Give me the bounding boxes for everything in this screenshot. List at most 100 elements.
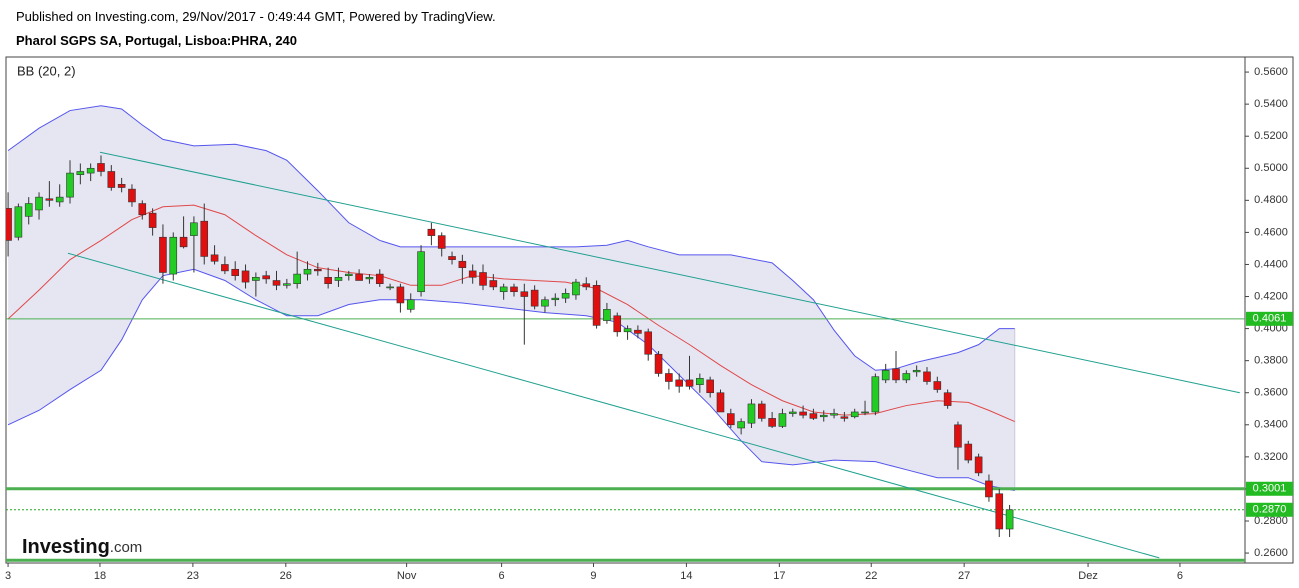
trendline (99, 151, 1240, 394)
price-label-box (1246, 502, 1293, 517)
candle-body (35, 196, 43, 211)
x-tick-label: 26 (280, 570, 292, 582)
candle-body (375, 273, 384, 285)
logo: Investing.com (22, 536, 142, 558)
logo-brand: Investing (22, 536, 110, 558)
candle-body (489, 280, 498, 288)
candle-body (355, 273, 363, 281)
candle-body (6, 208, 12, 241)
candle-body (665, 373, 673, 382)
candle-body (572, 281, 580, 296)
symbol-title: Pharol SGPS SA, Portugal, Lisboa:PHRA, 2… (16, 33, 298, 48)
candle-body (778, 413, 787, 427)
price-label: 0.2870 (1253, 504, 1287, 516)
candle-body (86, 167, 95, 174)
logo-suffix: .com (110, 539, 143, 556)
x-tick-label: 14 (680, 570, 692, 582)
candle-body (530, 289, 539, 307)
candle-body (520, 291, 529, 297)
candle-body (499, 286, 508, 293)
price-label: 0.3001 (1253, 483, 1287, 495)
candle-body (727, 413, 735, 426)
candle-body (24, 203, 33, 217)
y-tick-label: 0.2600 (1254, 547, 1288, 559)
x-tick-label: 6 (1177, 570, 1183, 582)
candle-body (437, 235, 446, 249)
candle-body (561, 293, 570, 299)
candle-body (964, 443, 973, 461)
candle-body (954, 424, 962, 448)
candle-body (871, 376, 880, 413)
y-tick-label: 0.3200 (1254, 451, 1288, 463)
candle-body (448, 256, 456, 260)
x-tick-label: 3 (5, 570, 11, 582)
candle-body (169, 236, 178, 275)
candle-body (262, 275, 270, 280)
candle-body (603, 309, 611, 321)
candle-body (334, 276, 343, 281)
candle-body (551, 297, 560, 301)
candle-body (468, 270, 477, 278)
candle-body (747, 403, 756, 424)
candle-body (995, 493, 1004, 530)
candle-body (850, 411, 859, 418)
candle-body (696, 378, 704, 386)
candle-body (799, 411, 807, 416)
candle-body (675, 379, 683, 387)
y-tick-label: 0.3600 (1254, 387, 1288, 399)
x-tick-label: 6 (499, 570, 505, 582)
band-fill (8, 105, 1015, 491)
candle-body (159, 236, 167, 273)
candle-body (510, 286, 518, 293)
candle-body (974, 456, 983, 474)
candle-body (592, 285, 601, 326)
trendline (67, 252, 1160, 559)
candle-body (685, 379, 694, 387)
candle-body (613, 315, 622, 333)
candle-body (128, 188, 136, 203)
price-label: 0.4061 (1253, 313, 1287, 325)
candle-body (768, 418, 776, 427)
candle-body (324, 276, 332, 285)
candle-body (66, 172, 74, 198)
candle-body (985, 480, 993, 498)
candle-body (830, 413, 838, 416)
candle-body (303, 268, 312, 275)
candle-body (912, 369, 921, 373)
band-lower (7, 268, 1015, 492)
candle-body (809, 413, 818, 419)
candle-body (541, 299, 549, 307)
y-tick-label: 0.5000 (1254, 162, 1288, 174)
y-tick-label: 0.2800 (1254, 515, 1288, 527)
candle-body (840, 416, 849, 419)
candle-body (427, 228, 436, 236)
candle-body (365, 276, 374, 280)
price-label-box (1246, 311, 1293, 326)
y-tick-label: 0.5400 (1254, 98, 1288, 110)
candle-body (406, 299, 415, 310)
frame (5, 56, 1294, 564)
y-tick-label: 0.4200 (1254, 290, 1288, 302)
candle-body (881, 369, 890, 381)
candle-body (396, 286, 405, 304)
candle-body (117, 184, 126, 188)
x-tick-label: Nov (397, 570, 417, 582)
candle-body (314, 268, 322, 272)
y-tick-label: 0.5200 (1254, 130, 1288, 142)
candle-body (386, 286, 394, 289)
candle-body (210, 254, 219, 262)
y-tick-label: 0.4400 (1254, 258, 1288, 270)
candle-body (200, 220, 209, 257)
candle-body (252, 276, 260, 281)
y-tick-label: 0.3800 (1254, 355, 1288, 367)
candle-body (706, 379, 714, 394)
candle-body (861, 411, 869, 414)
x-tick-label: Dez (1078, 570, 1098, 582)
candle-body (737, 421, 745, 429)
candle-body (241, 270, 250, 283)
candle-body (97, 163, 105, 172)
price-label-box (1246, 481, 1293, 496)
candle-body (1005, 509, 1014, 530)
